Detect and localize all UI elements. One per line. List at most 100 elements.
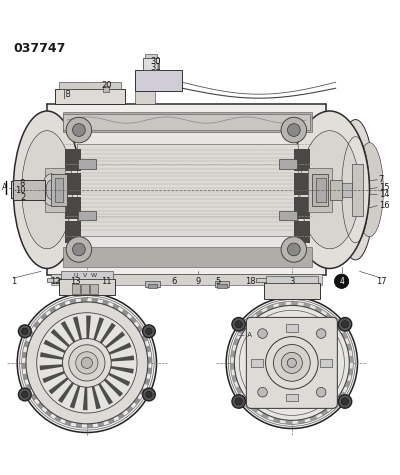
- Bar: [72, 284, 80, 294]
- Polygon shape: [130, 316, 137, 323]
- Circle shape: [26, 302, 148, 424]
- Bar: [51, 274, 322, 285]
- Circle shape: [66, 117, 92, 143]
- Bar: [251, 359, 263, 367]
- Bar: [63, 112, 312, 132]
- Bar: [264, 283, 320, 299]
- Polygon shape: [37, 402, 44, 409]
- Bar: [45, 168, 65, 212]
- Text: 2: 2: [20, 193, 25, 202]
- Ellipse shape: [22, 131, 72, 249]
- Polygon shape: [242, 397, 250, 404]
- Circle shape: [235, 321, 242, 328]
- Polygon shape: [102, 376, 123, 397]
- Polygon shape: [40, 352, 66, 360]
- Circle shape: [258, 329, 267, 338]
- Bar: [316, 178, 326, 202]
- Polygon shape: [28, 330, 34, 338]
- Polygon shape: [26, 384, 32, 391]
- Bar: [294, 221, 310, 243]
- Bar: [289, 281, 303, 287]
- Text: 30: 30: [150, 57, 161, 66]
- Circle shape: [81, 357, 92, 369]
- Circle shape: [235, 398, 242, 405]
- Ellipse shape: [13, 111, 81, 268]
- Bar: [256, 278, 288, 283]
- Text: 15: 15: [379, 183, 389, 192]
- Bar: [59, 82, 121, 89]
- Circle shape: [146, 391, 152, 398]
- Polygon shape: [136, 325, 143, 332]
- Polygon shape: [278, 302, 286, 307]
- Circle shape: [232, 317, 246, 331]
- Bar: [215, 281, 229, 287]
- Circle shape: [226, 297, 358, 428]
- FancyBboxPatch shape: [246, 317, 337, 408]
- Polygon shape: [91, 383, 101, 409]
- Circle shape: [146, 328, 152, 334]
- Bar: [63, 114, 310, 130]
- Polygon shape: [112, 304, 120, 310]
- Text: 10: 10: [15, 186, 25, 195]
- Bar: [292, 277, 302, 284]
- Polygon shape: [330, 401, 338, 408]
- Circle shape: [22, 391, 28, 398]
- Polygon shape: [107, 366, 134, 374]
- Text: 17: 17: [376, 277, 387, 286]
- Polygon shape: [22, 363, 26, 369]
- Polygon shape: [117, 412, 125, 419]
- Bar: [286, 393, 298, 401]
- Bar: [61, 271, 113, 279]
- Polygon shape: [134, 398, 140, 405]
- Bar: [78, 159, 96, 169]
- Circle shape: [18, 388, 31, 401]
- Polygon shape: [251, 406, 258, 413]
- Polygon shape: [338, 391, 345, 399]
- Text: 6: 6: [172, 277, 177, 286]
- Polygon shape: [97, 380, 113, 405]
- Polygon shape: [233, 338, 239, 346]
- Circle shape: [316, 329, 326, 338]
- Polygon shape: [108, 418, 115, 424]
- Circle shape: [258, 388, 267, 397]
- Bar: [77, 144, 298, 236]
- Polygon shape: [98, 422, 104, 427]
- Bar: [103, 86, 109, 92]
- Bar: [342, 182, 352, 197]
- Polygon shape: [81, 298, 87, 302]
- Bar: [55, 89, 125, 104]
- Circle shape: [232, 395, 246, 408]
- Polygon shape: [142, 335, 148, 342]
- Text: 9: 9: [196, 277, 201, 286]
- Bar: [279, 159, 297, 169]
- Text: 18: 18: [245, 277, 255, 286]
- Text: 5: 5: [216, 277, 221, 286]
- Polygon shape: [76, 423, 82, 428]
- Polygon shape: [92, 317, 104, 343]
- Ellipse shape: [356, 142, 383, 237]
- Bar: [142, 57, 158, 69]
- Polygon shape: [298, 419, 305, 424]
- Text: A: A: [2, 183, 7, 192]
- Bar: [135, 91, 154, 104]
- Circle shape: [281, 237, 306, 262]
- Polygon shape: [236, 386, 242, 394]
- Ellipse shape: [42, 174, 60, 206]
- Polygon shape: [44, 340, 69, 354]
- Text: U: U: [74, 273, 78, 278]
- Polygon shape: [30, 393, 37, 401]
- Bar: [279, 211, 297, 220]
- Polygon shape: [73, 316, 83, 343]
- Polygon shape: [70, 382, 81, 408]
- Circle shape: [338, 395, 352, 408]
- Polygon shape: [98, 323, 116, 346]
- Bar: [352, 164, 364, 216]
- Polygon shape: [83, 384, 88, 410]
- Bar: [65, 221, 81, 243]
- Polygon shape: [70, 299, 76, 304]
- Circle shape: [76, 352, 98, 374]
- Bar: [11, 181, 49, 199]
- Circle shape: [22, 328, 28, 334]
- Polygon shape: [102, 332, 125, 351]
- Circle shape: [142, 388, 155, 401]
